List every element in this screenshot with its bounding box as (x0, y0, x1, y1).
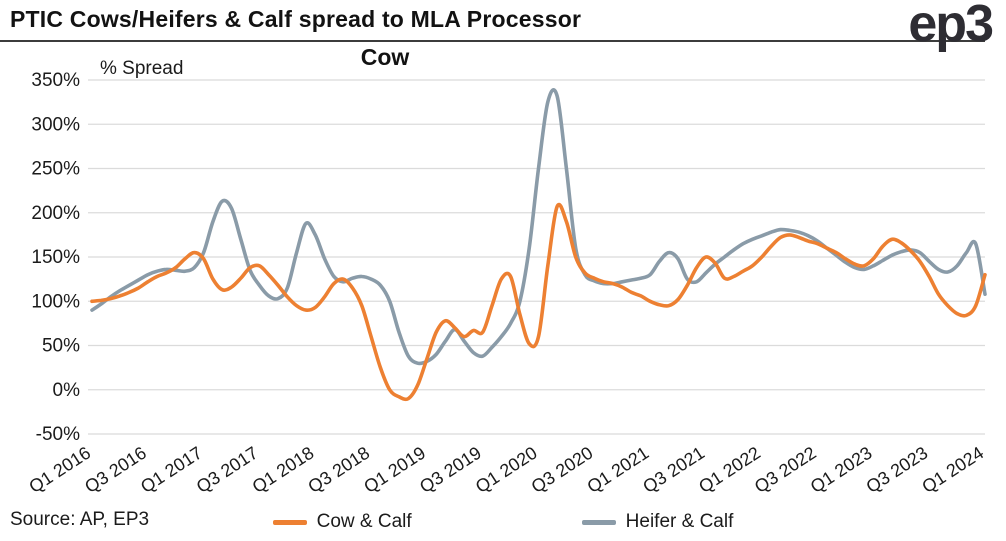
svg-text:300%: 300% (31, 114, 80, 135)
svg-text:200%: 200% (31, 203, 80, 224)
svg-text:150%: 150% (31, 247, 80, 268)
cow-calf-swatch (272, 519, 307, 525)
source-note: Source: AP, EP3 (10, 509, 150, 530)
svg-text:350%: 350% (31, 70, 80, 91)
svg-text:0%: 0% (53, 380, 81, 401)
legend-label-cow-calf: Cow & Calf (316, 511, 412, 532)
svg-text:-50%: -50% (36, 424, 80, 445)
page-subtitle: Cow (360, 44, 410, 70)
legend-item-cow-calf: Cow & Calf (272, 511, 412, 533)
spread-line-chart: 350%300%250%200%150%100%50%0%-50%Q1 2016… (25, 70, 987, 492)
svg-text:Q1 2024: Q1 2024 (918, 443, 987, 492)
page-title: PTIC Cows/Heifers & Calf spread to MLA P… (10, 6, 582, 32)
svg-text:100%: 100% (31, 291, 80, 312)
ep3-logo: ep3 (908, 0, 994, 53)
legend-label-heifer-calf: Heifer & Calf (625, 511, 734, 532)
svg-text:250%: 250% (31, 159, 80, 180)
title-divider (0, 40, 985, 42)
y-axis-label: % Spread (100, 58, 184, 79)
chart-legend: Cow & Calf Heifer & Calf (0, 511, 1006, 533)
svg-text:50%: 50% (42, 336, 80, 357)
legend-item-heifer-calf: Heifer & Calf (581, 511, 734, 533)
heifer-calf-swatch (581, 519, 616, 525)
